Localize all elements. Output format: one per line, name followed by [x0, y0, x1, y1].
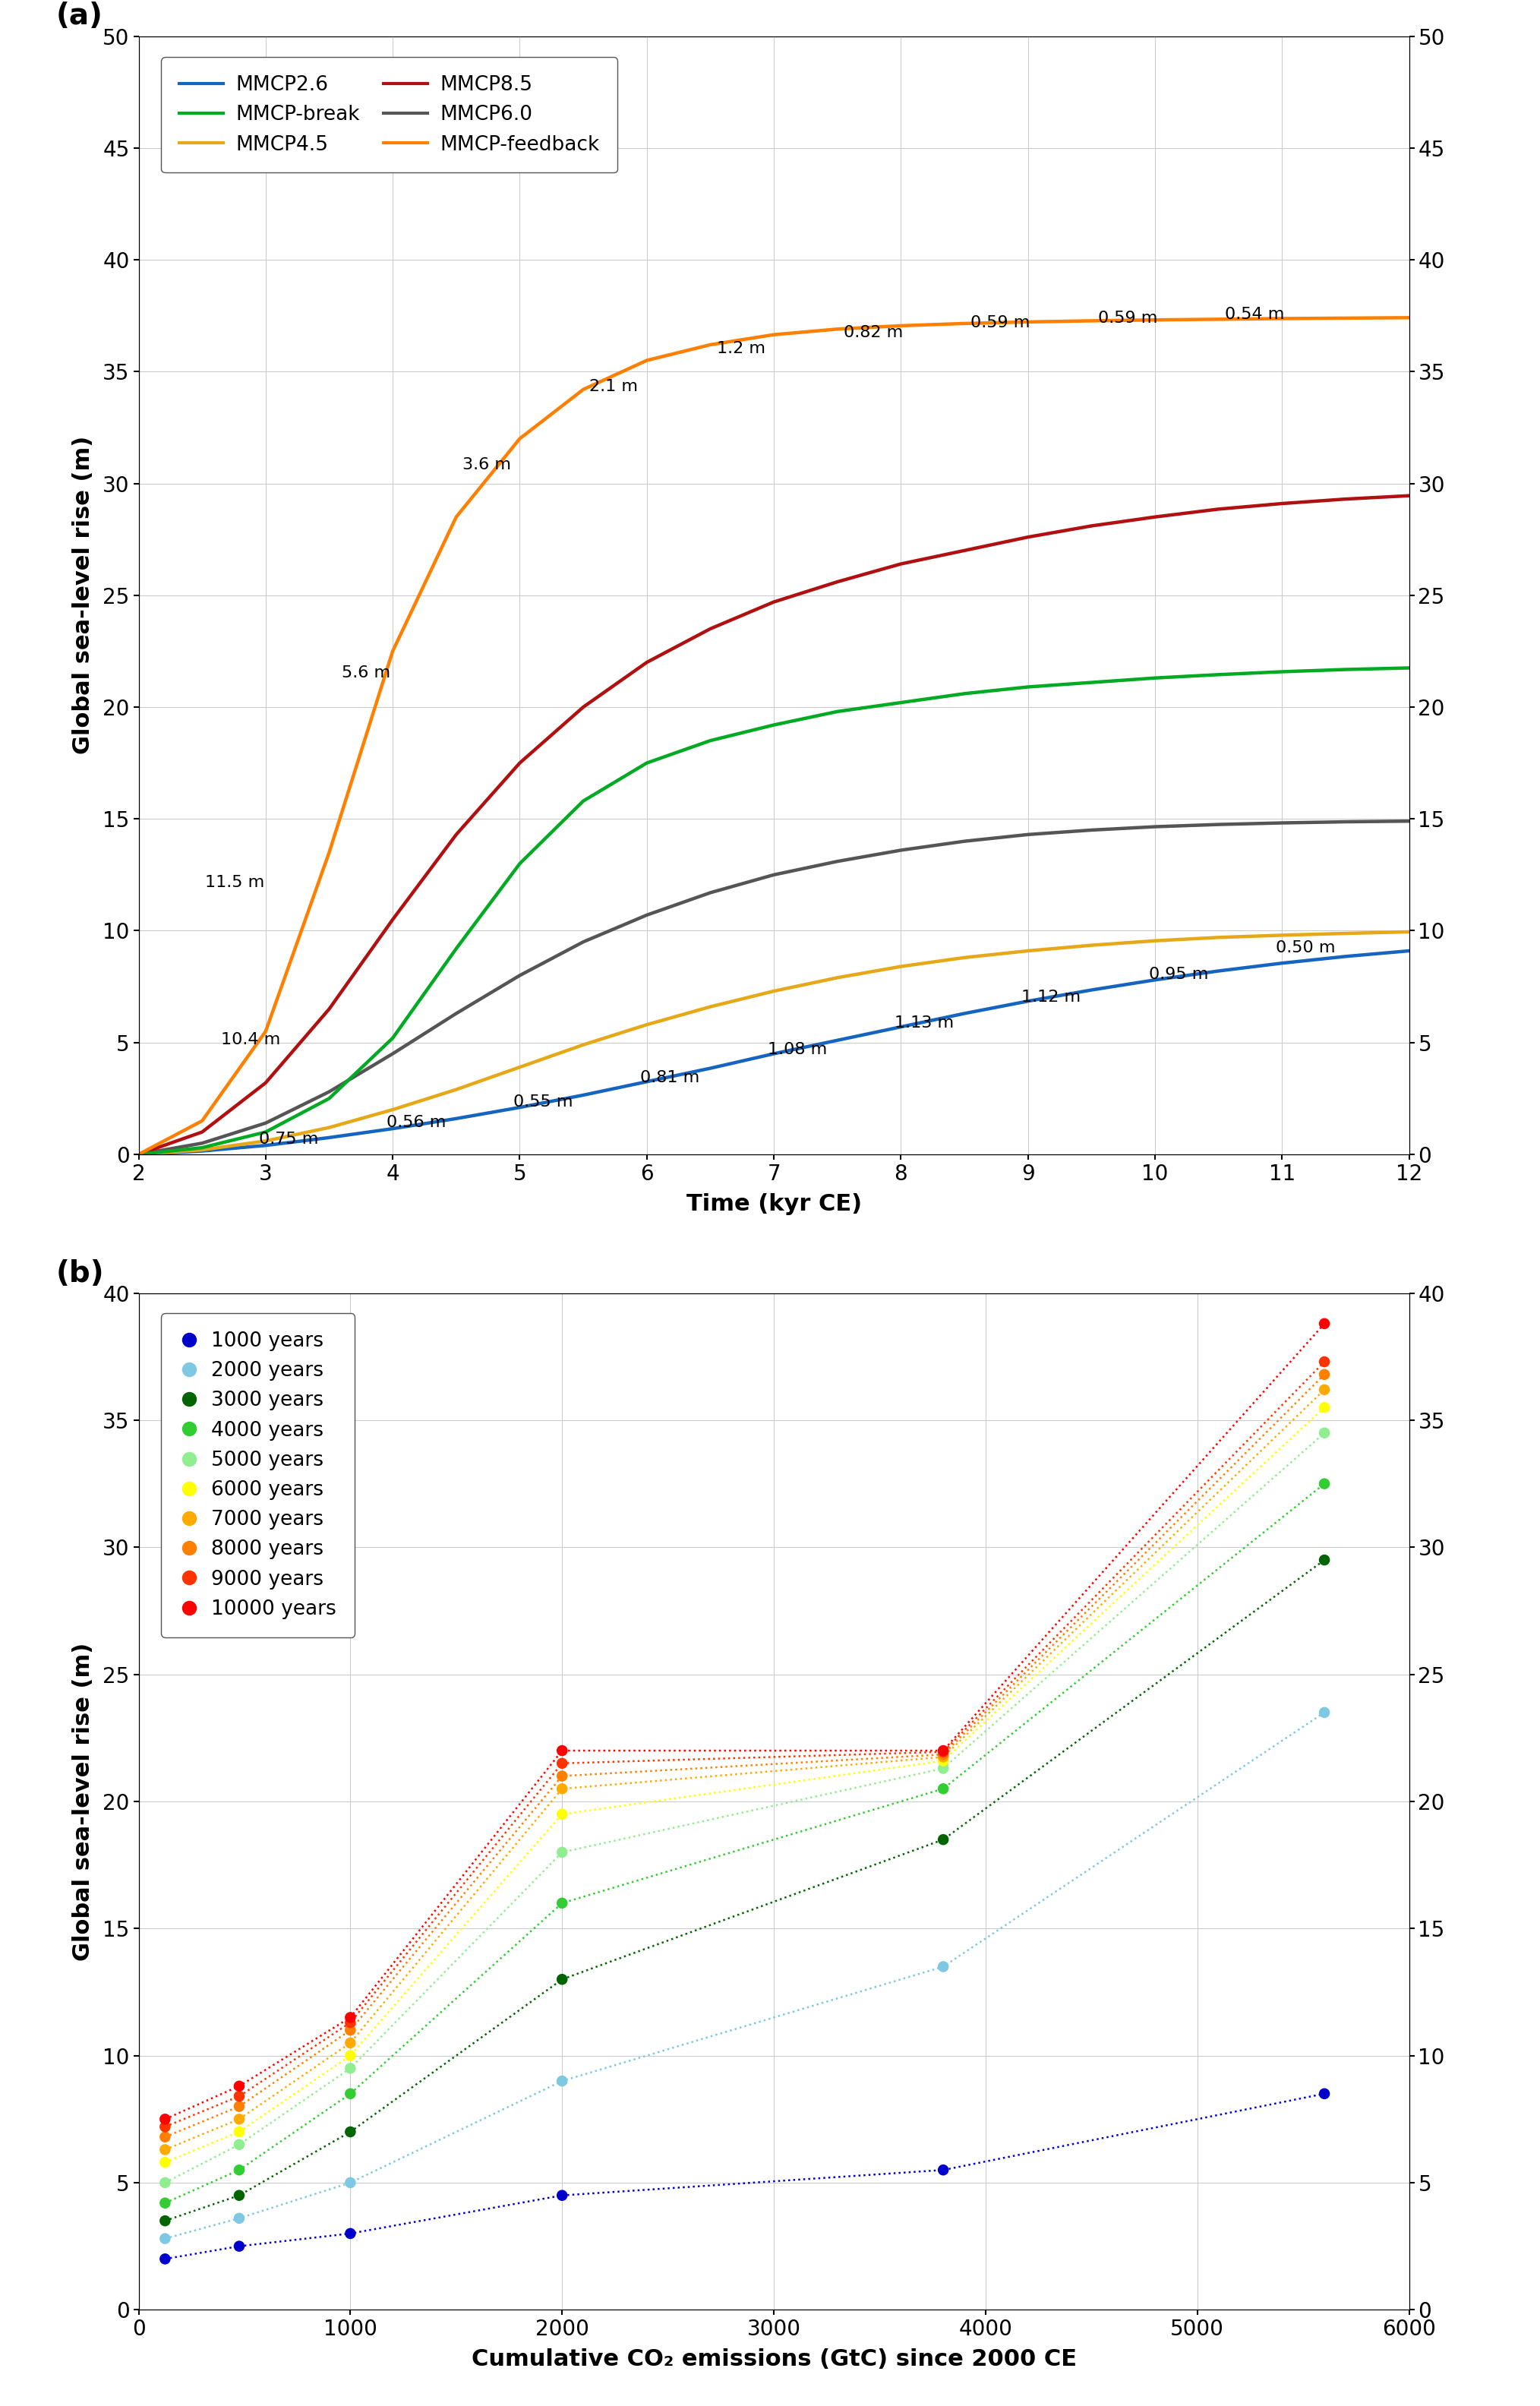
Text: 1.08 m: 1.08 m [767, 1042, 827, 1056]
Point [337, 2004, 363, 2043]
Point [1312, 1415, 1337, 1453]
Point [550, 1732, 574, 1771]
Point [152, 2108, 177, 2146]
Point [550, 1756, 574, 1795]
Text: 0.55 m: 0.55 m [513, 1095, 573, 1109]
Legend: 1000 years, 2000 years, 3000 years, 4000 years, 5000 years, 6000 years, 7000 yea: 1000 years, 2000 years, 3000 years, 4000… [162, 1314, 354, 1636]
Point [226, 2199, 251, 2238]
Y-axis label: Global sea-level rise (m): Global sea-level rise (m) [72, 1643, 94, 1961]
Text: 0.56 m: 0.56 m [387, 1114, 447, 1131]
Text: 3.6 m: 3.6 m [462, 457, 511, 472]
Point [152, 2201, 177, 2240]
Point [226, 2086, 251, 2124]
Point [152, 2163, 177, 2201]
Point [930, 1735, 955, 1773]
Point [930, 1768, 955, 1807]
Text: 0.59 m: 0.59 m [970, 315, 1030, 330]
Text: 1.12 m: 1.12 m [1021, 989, 1081, 1006]
Point [1312, 2074, 1337, 2112]
Point [550, 1833, 574, 1872]
Point [550, 2175, 574, 2214]
Text: 1.2 m: 1.2 m [716, 342, 765, 356]
Point [930, 2151, 955, 2189]
Point [337, 2163, 363, 2201]
Text: (a): (a) [55, 2, 103, 31]
Text: 0.75 m: 0.75 m [259, 1131, 319, 1148]
Point [337, 2050, 363, 2088]
Point [152, 2117, 177, 2156]
Point [930, 1749, 955, 1788]
X-axis label: Cumulative CO₂ emissions (GtC) since 2000 CE: Cumulative CO₂ emissions (GtC) since 200… [471, 2348, 1076, 2370]
Point [930, 1946, 955, 1985]
Point [337, 2214, 363, 2252]
Text: 0.82 m: 0.82 m [844, 325, 902, 339]
Point [1312, 1343, 1337, 1381]
Point [152, 2240, 177, 2278]
Point [226, 2175, 251, 2214]
Point [337, 2074, 363, 2112]
Text: (b): (b) [55, 1258, 105, 1287]
Text: 0.95 m: 0.95 m [1149, 967, 1209, 982]
Point [337, 2112, 363, 2151]
Point [226, 2151, 251, 2189]
Point [550, 1795, 574, 1833]
Point [152, 2129, 177, 2168]
Point [550, 2062, 574, 2100]
Text: 11.5 m: 11.5 m [205, 876, 263, 890]
X-axis label: Time (kyr CE): Time (kyr CE) [687, 1193, 861, 1215]
Text: 2.1 m: 2.1 m [590, 378, 638, 395]
Text: 0.81 m: 0.81 m [641, 1071, 699, 1085]
Point [337, 2011, 363, 2050]
Point [337, 2023, 363, 2062]
Point [1312, 1388, 1337, 1427]
Text: 0.50 m: 0.50 m [1275, 941, 1335, 955]
Point [1312, 1465, 1337, 1504]
Point [550, 1884, 574, 1922]
Point [1312, 1371, 1337, 1410]
Point [152, 2218, 177, 2257]
Point [226, 2100, 251, 2139]
Point [1312, 1304, 1337, 1343]
Text: 5.6 m: 5.6 m [342, 664, 391, 681]
Text: 10.4 m: 10.4 m [222, 1032, 280, 1047]
Point [1312, 1355, 1337, 1393]
Point [930, 1742, 955, 1780]
Text: 1.13 m: 1.13 m [895, 1015, 953, 1030]
Text: 0.59 m: 0.59 m [1098, 310, 1158, 325]
Y-axis label: Global sea-level rise (m): Global sea-level rise (m) [72, 435, 94, 755]
Point [226, 2076, 251, 2115]
Point [1312, 1694, 1337, 1732]
Point [930, 1737, 955, 1776]
Point [1312, 1540, 1337, 1578]
Point [550, 1768, 574, 1807]
Point [226, 2067, 251, 2105]
Point [337, 1999, 363, 2038]
Point [152, 2144, 177, 2182]
Point [226, 2124, 251, 2163]
Text: 0.54 m: 0.54 m [1224, 308, 1284, 322]
Point [337, 2035, 363, 2074]
Point [152, 2100, 177, 2139]
Point [152, 2185, 177, 2223]
Point [930, 1732, 955, 1771]
Point [550, 1961, 574, 1999]
Point [226, 2112, 251, 2151]
Legend: MMCP2.6, MMCP-break, MMCP4.5, MMCP8.5, MMCP6.0, MMCP-feedback: MMCP2.6, MMCP-break, MMCP4.5, MMCP8.5, M… [162, 58, 618, 173]
Point [226, 2228, 251, 2266]
Point [930, 1821, 955, 1860]
Point [930, 1732, 955, 1771]
Point [550, 1744, 574, 1783]
